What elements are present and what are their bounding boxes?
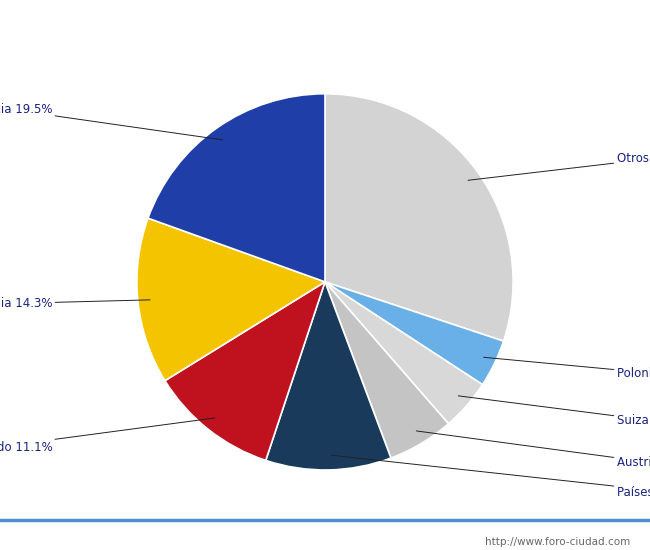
- Wedge shape: [325, 282, 482, 424]
- Text: Alemania 14.3%: Alemania 14.3%: [0, 297, 150, 310]
- Wedge shape: [325, 94, 513, 341]
- Text: Suiza 4.4%: Suiza 4.4%: [458, 396, 650, 427]
- Text: http://www.foro-ciudad.com: http://www.foro-ciudad.com: [486, 537, 630, 547]
- Text: Reino Unido 11.1%: Reino Unido 11.1%: [0, 418, 215, 454]
- Text: Polonia 4.1%: Polonia 4.1%: [484, 358, 650, 380]
- Wedge shape: [266, 282, 391, 470]
- Wedge shape: [137, 218, 325, 381]
- Text: Tavernes de la Valldigna - Turistas extranjeros según país - Abril de 2024: Tavernes de la Valldigna - Turistas extr…: [58, 15, 592, 31]
- Text: Francia 19.5%: Francia 19.5%: [0, 103, 223, 140]
- Wedge shape: [325, 282, 448, 458]
- Text: Austria 5.7%: Austria 5.7%: [416, 431, 650, 469]
- Text: Países Bajos 10.8%: Países Bajos 10.8%: [331, 455, 650, 499]
- Wedge shape: [165, 282, 325, 460]
- Text: Otros 30.1%: Otros 30.1%: [468, 152, 650, 180]
- Wedge shape: [325, 282, 504, 384]
- Wedge shape: [148, 94, 325, 282]
